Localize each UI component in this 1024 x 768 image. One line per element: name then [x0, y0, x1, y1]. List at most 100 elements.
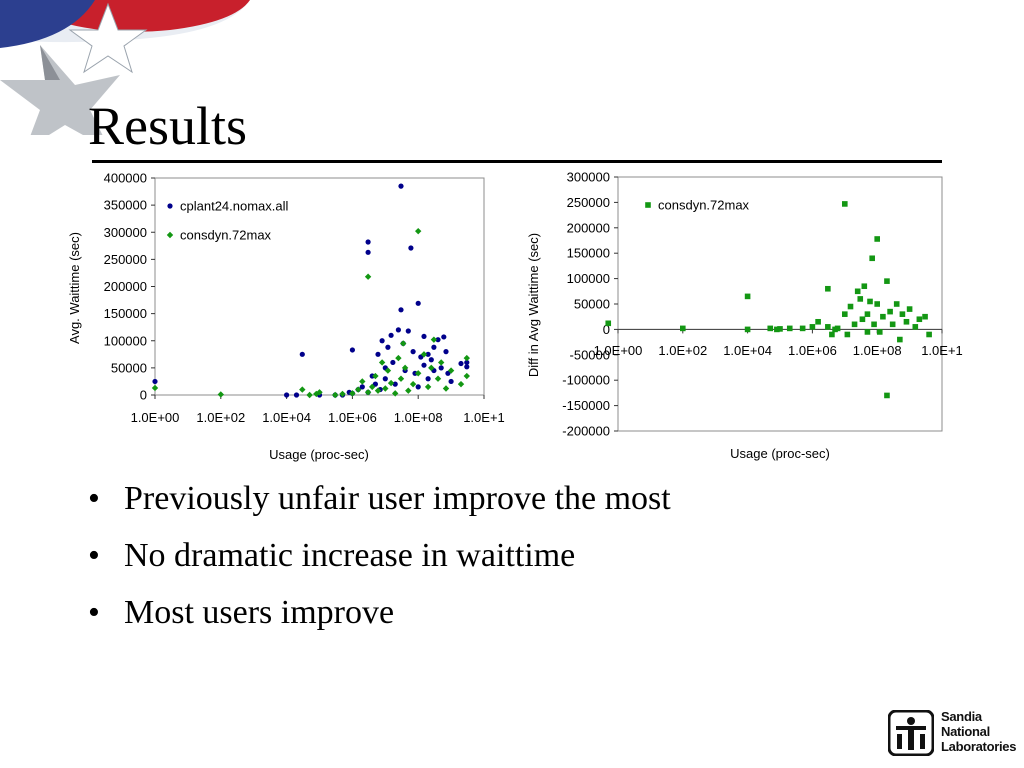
plot-area: [617, 176, 943, 432]
data-point: [382, 376, 388, 382]
data-point: [897, 336, 903, 343]
data-point: [339, 390, 346, 398]
data-point: [912, 324, 919, 330]
data-point: [421, 362, 427, 368]
data-point: [916, 316, 923, 323]
data-point: [354, 386, 362, 393]
data-point: [774, 326, 780, 333]
data-point: [421, 333, 427, 340]
y-tick-label: 150000: [104, 306, 147, 321]
data-point: [408, 245, 414, 251]
data-point: [744, 326, 751, 333]
x-tick-label: 1.0E+04: [723, 343, 772, 358]
data-point: [430, 336, 438, 343]
x-tick-label: 1.0E+08: [853, 343, 902, 358]
data-point: [457, 380, 465, 388]
data-point: [884, 392, 890, 399]
data-point: [316, 389, 323, 396]
data-point: [442, 385, 450, 392]
data-point: [441, 334, 447, 340]
data-point: [861, 283, 868, 290]
data-point: [435, 337, 441, 343]
data-point: [922, 313, 928, 320]
sandia-thunderbird-icon: [888, 710, 934, 756]
data-point: [425, 351, 431, 357]
waittime-scatter-chart: Avg. Waittime (sec) Usage (proc-sec) 0 50…: [67, 171, 505, 463]
data-point: [397, 375, 405, 382]
y-tick-label: 300000: [104, 225, 147, 240]
bullet-item: • Most users improve: [88, 594, 395, 631]
data-point: [395, 354, 402, 362]
data-point: [388, 332, 394, 338]
data-point: [359, 384, 365, 390]
data-point: [874, 236, 880, 242]
data-point: [777, 326, 783, 332]
y-tick-label: 50000: [574, 297, 610, 312]
data-point: [842, 201, 848, 207]
data-point: [299, 351, 305, 357]
data-point: [395, 327, 401, 333]
data-point: [409, 380, 417, 388]
data-point: [390, 359, 396, 366]
data-point: [359, 378, 366, 385]
data-point: [217, 391, 224, 398]
bullet-item: • Previously unfair user improve the most: [88, 480, 671, 517]
data-point: [834, 325, 841, 332]
data-point: [387, 379, 395, 387]
data-point: [306, 391, 313, 399]
y-tick-label: 300000: [567, 170, 610, 185]
y-tick-label: 100000: [104, 333, 147, 348]
data-point: [786, 325, 793, 332]
data-point: [889, 321, 896, 328]
data-point: [903, 318, 910, 325]
data-point: [463, 372, 470, 380]
y-axis-label: Avg. Waittime (sec): [67, 232, 82, 344]
x-tick-label: 1.0E+06: [328, 410, 377, 425]
data-point: [438, 365, 444, 371]
data-point: [392, 390, 399, 397]
data-point: [372, 372, 379, 380]
data-point: [349, 390, 356, 397]
data-point: [815, 318, 821, 325]
data-point: [447, 367, 455, 374]
data-point: [880, 313, 886, 320]
y-tick-label: 0: [140, 388, 147, 403]
data-point: [869, 255, 875, 262]
data-point: [867, 298, 873, 305]
y-tick-label: 0: [603, 322, 610, 337]
data-point: [844, 331, 851, 338]
data-point: [744, 293, 751, 300]
sandia-logo: Sandia National Laboratories: [888, 708, 1016, 758]
legend-label: consdyn.72max: [180, 228, 272, 243]
title-underline: [92, 160, 942, 163]
data-point: [680, 325, 686, 332]
data-point: [899, 311, 906, 317]
data-point: [299, 386, 306, 393]
data-point: [420, 351, 428, 358]
data-point: [331, 391, 339, 399]
diff-waittime-scatter-chart: Diff in Avg Waittime (sec) Usage (proc-s…: [526, 170, 963, 462]
data-point: [464, 364, 470, 370]
data-point: [434, 375, 442, 382]
data-point: [284, 392, 290, 398]
y-axis-label: Diff in Avg Waittime (sec): [526, 233, 541, 377]
data-point: [405, 328, 411, 334]
data-point: [369, 383, 376, 391]
data-point: [871, 321, 877, 328]
x-tick-label: 1.0E+08: [394, 410, 443, 425]
y-tick-label: -100000: [562, 373, 610, 388]
data-point: [293, 392, 300, 398]
data-point: [365, 239, 371, 245]
data-point: [364, 273, 372, 280]
data-point: [448, 378, 454, 385]
data-point: [428, 364, 435, 372]
y-tick-label: -50000: [570, 347, 610, 362]
x-axis-label: Usage (proc-sec): [730, 446, 830, 461]
data-point: [152, 378, 158, 385]
data-point: [893, 301, 900, 307]
data-point: [884, 278, 890, 284]
data-point: [825, 324, 831, 330]
data-point: [398, 183, 404, 189]
data-point: [385, 344, 391, 350]
data-point: [424, 383, 432, 391]
